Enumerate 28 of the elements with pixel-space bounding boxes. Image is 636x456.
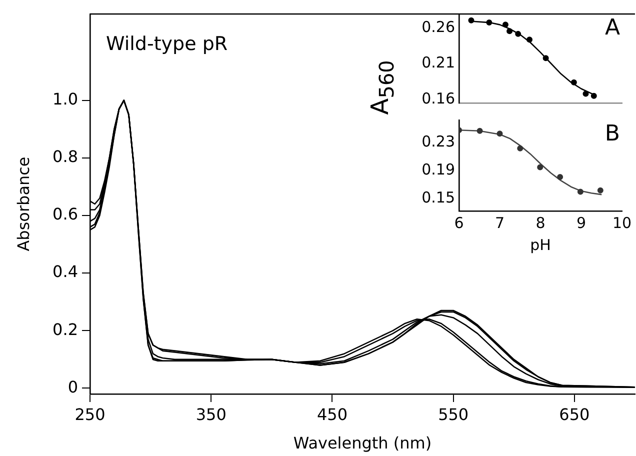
x-tick-label: 9 bbox=[576, 214, 586, 232]
x-tick-label: 8 bbox=[536, 214, 546, 232]
text: Wild-type pR bbox=[106, 33, 228, 55]
annotation: B bbox=[604, 122, 620, 147]
y-tick-label: 0.16 bbox=[422, 89, 455, 108]
y-tick-label: 0.15 bbox=[422, 188, 455, 207]
y-tick-label: 1.0 bbox=[52, 90, 78, 109]
annotation: A bbox=[604, 16, 620, 41]
y-tick-label: 0.4 bbox=[52, 262, 78, 282]
y-axis-title: Absorbance bbox=[14, 156, 34, 252]
x-tick-label: 450 bbox=[316, 404, 348, 424]
y-tick-label: 0 bbox=[68, 377, 78, 396]
x-tick-label: 250 bbox=[74, 404, 106, 424]
y-tick-label: 0.8 bbox=[52, 147, 78, 166]
y-tick-label: 0.19 bbox=[422, 160, 455, 179]
y-tick-label: 0.6 bbox=[52, 204, 78, 224]
x-axis-title: Wavelength (nm) bbox=[293, 434, 432, 453]
y-tick-label: 0.26 bbox=[422, 18, 455, 36]
x-tick-label: 350 bbox=[196, 404, 226, 424]
x-tick-label: 550 bbox=[438, 404, 469, 424]
x-axis-title: pH bbox=[530, 236, 551, 254]
y-tick-label: 0.21 bbox=[422, 54, 455, 72]
y-tick-label: 0.2 bbox=[52, 320, 78, 339]
y-tick-label: 0.23 bbox=[422, 132, 455, 151]
x-tick-label: 10 bbox=[612, 214, 632, 232]
x-tick-label: 6 bbox=[454, 214, 464, 232]
x-tick-label: 650 bbox=[559, 404, 590, 424]
x-tick-label: 7 bbox=[494, 214, 505, 232]
